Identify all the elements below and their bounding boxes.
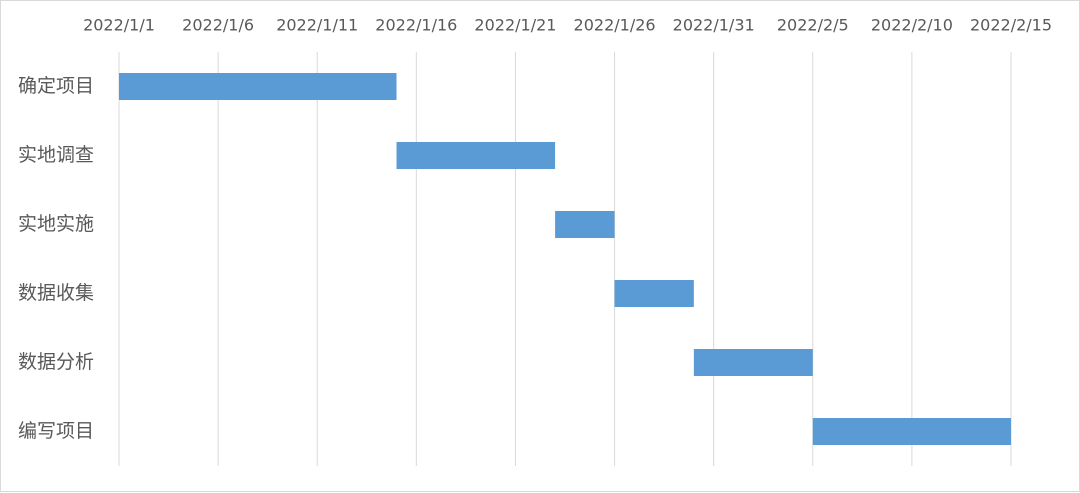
x-tick-label: 2022/2/15 xyxy=(970,16,1052,35)
x-tick-label: 2022/2/5 xyxy=(777,16,849,35)
y-tick-label: 数据分析 xyxy=(18,351,94,373)
bar xyxy=(693,349,813,376)
y-tick-label: 编写项目 xyxy=(18,420,94,442)
x-tick-label: 2022/1/21 xyxy=(474,16,556,35)
x-tick-label: 2022/1/16 xyxy=(375,16,457,35)
y-tick-label: 数据收集 xyxy=(18,282,94,304)
bar xyxy=(119,73,397,100)
x-tick-label: 2022/2/10 xyxy=(871,16,953,35)
x-tick-label: 2022/1/6 xyxy=(182,16,254,35)
y-tick-label: 实地调查 xyxy=(18,144,94,166)
x-tick-label: 2022/1/11 xyxy=(276,16,358,35)
y-tick-label: 确定项目 xyxy=(18,75,94,97)
x-tick-label: 2022/1/1 xyxy=(83,16,155,35)
bar xyxy=(812,418,1011,445)
x-tick-label: 2022/1/26 xyxy=(574,16,656,35)
bar xyxy=(396,142,556,169)
bar xyxy=(555,211,615,238)
bar xyxy=(614,280,694,307)
x-tick-label: 2022/1/31 xyxy=(673,16,755,35)
y-tick-label: 实地实施 xyxy=(18,213,94,235)
